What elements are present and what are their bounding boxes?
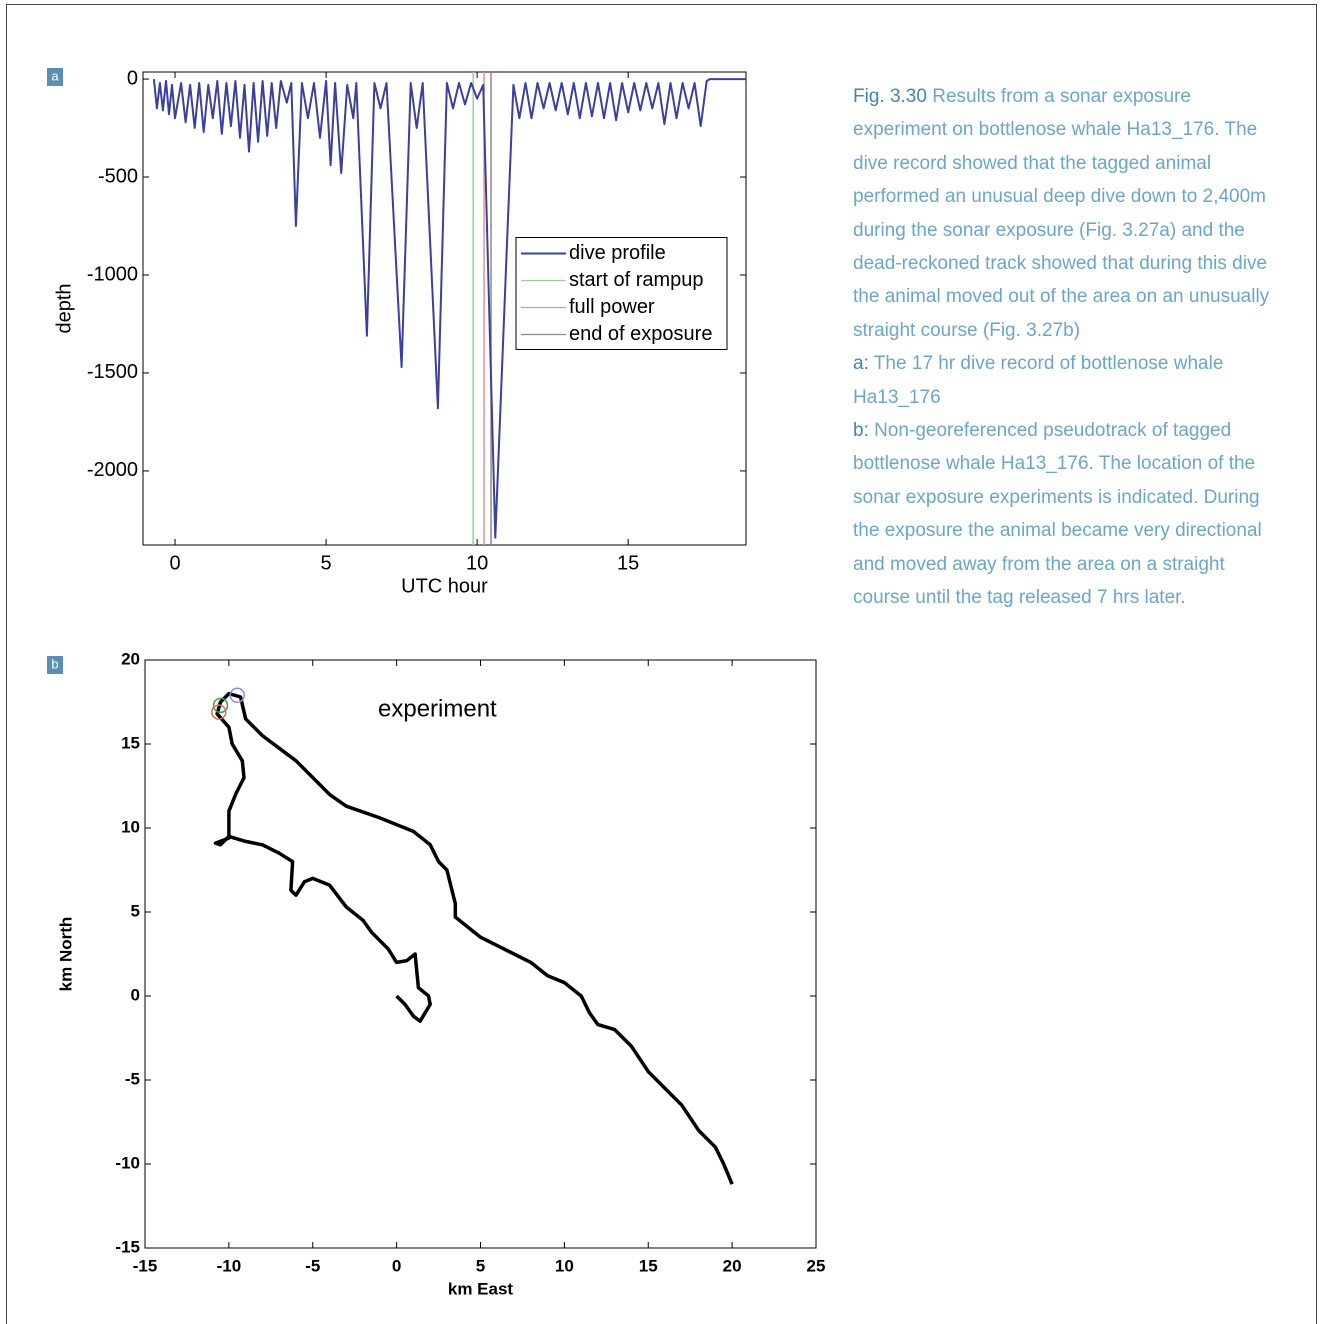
y-tick-label: -500 (98, 165, 138, 187)
legend-box (515, 237, 728, 350)
item-text: The 17 hr dive record of bottlenose whal… (853, 353, 1224, 408)
plot-frame (144, 659, 817, 1249)
y-tick-label: -2000 (87, 459, 138, 481)
x-tick-label: 15 (617, 552, 639, 574)
x-tick-label: 0 (392, 1256, 401, 1275)
x-tick-label: 20 (723, 1256, 742, 1275)
x-tick-label: 5 (476, 1256, 485, 1275)
x-tick-label: 25 (807, 1256, 826, 1275)
y-axis-label: depth (53, 283, 75, 333)
y-tick-label: -1000 (87, 263, 138, 285)
item-label: b: (853, 420, 869, 442)
x-axis-label: UTC hour (401, 575, 488, 597)
frame (6, 4, 1317, 1324)
x-axis-label: km East (448, 1279, 514, 1298)
marker-circle (211, 704, 227, 720)
caption: Fig. 3.30 Results from a sonar exposure … (853, 80, 1278, 615)
y-tick-label: 10 (121, 817, 140, 836)
x-tick-label: -5 (305, 1256, 320, 1275)
panel-label: b (51, 656, 58, 671)
y-axis-label: km North (56, 917, 75, 992)
marker-circle (212, 697, 229, 714)
y-tick-label: -15 (115, 1237, 140, 1256)
y-tick-label: -10 (115, 1153, 140, 1172)
y-tick-label: -1500 (87, 361, 138, 383)
x-tick-label: 5 (321, 552, 332, 574)
x-tick-label: 10 (466, 552, 488, 574)
item-text: Non-georeferenced pseudotrack of tagged … (853, 420, 1262, 609)
legend-label: end of exposure (569, 323, 712, 345)
y-tick-label: 15 (121, 733, 140, 752)
panel-label-box (47, 68, 63, 86)
x-tick-label: 0 (169, 552, 180, 574)
caption-text: Results from a sonar exposure experiment… (853, 86, 1270, 341)
caption-main: Fig. 3.30 Results from a sonar exposure … (853, 80, 1278, 347)
panel-label: a (51, 68, 59, 83)
figure-number: Fig. 3.30 (853, 86, 927, 107)
legend-label: start of rampup (569, 269, 704, 291)
legend-label: full power (569, 296, 655, 318)
panel-label-box (47, 656, 63, 674)
y-tick-label: -5 (125, 1069, 140, 1088)
y-tick-label: 0 (127, 67, 138, 89)
y-tick-label: 5 (131, 901, 140, 920)
marker-circle (229, 687, 246, 704)
x-tick-label: 10 (555, 1256, 574, 1275)
y-tick-label: 0 (131, 985, 140, 1004)
legend-label: dive profile (569, 242, 666, 264)
data-line (213, 691, 734, 1185)
y-tick-label: 20 (121, 649, 140, 668)
caption-item: b: Non-georeferenced pseudotrack of tagg… (853, 414, 1278, 614)
x-tick-label: -10 (217, 1256, 242, 1275)
data-line (152, 78, 746, 539)
caption-item: a: The 17 hr dive record of bottlenose w… (853, 347, 1278, 414)
x-tick-label: -15 (133, 1256, 158, 1275)
annotation: experiment (378, 695, 497, 722)
x-tick-label: 15 (639, 1256, 658, 1275)
item-label: a: (853, 353, 869, 375)
